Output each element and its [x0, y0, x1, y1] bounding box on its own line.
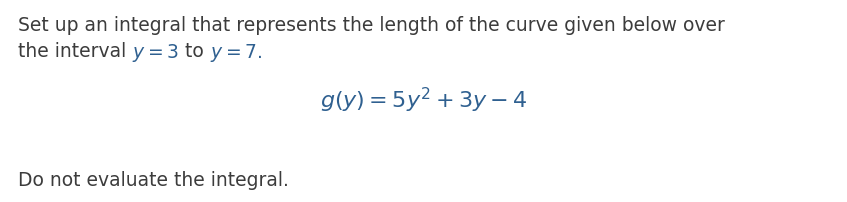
Text: to: to	[180, 42, 210, 61]
Text: $\mathit{g}(y) = 5y^{2} + 3y - 4$: $\mathit{g}(y) = 5y^{2} + 3y - 4$	[319, 86, 528, 115]
Text: Set up an integral that represents the length of the curve given below over: Set up an integral that represents the l…	[18, 16, 725, 35]
Text: Do not evaluate the integral.: Do not evaluate the integral.	[18, 171, 289, 190]
Text: the interval: the interval	[18, 42, 132, 61]
Text: $y = 3$: $y = 3$	[132, 42, 180, 64]
Text: $y = 7.$: $y = 7.$	[210, 42, 263, 64]
